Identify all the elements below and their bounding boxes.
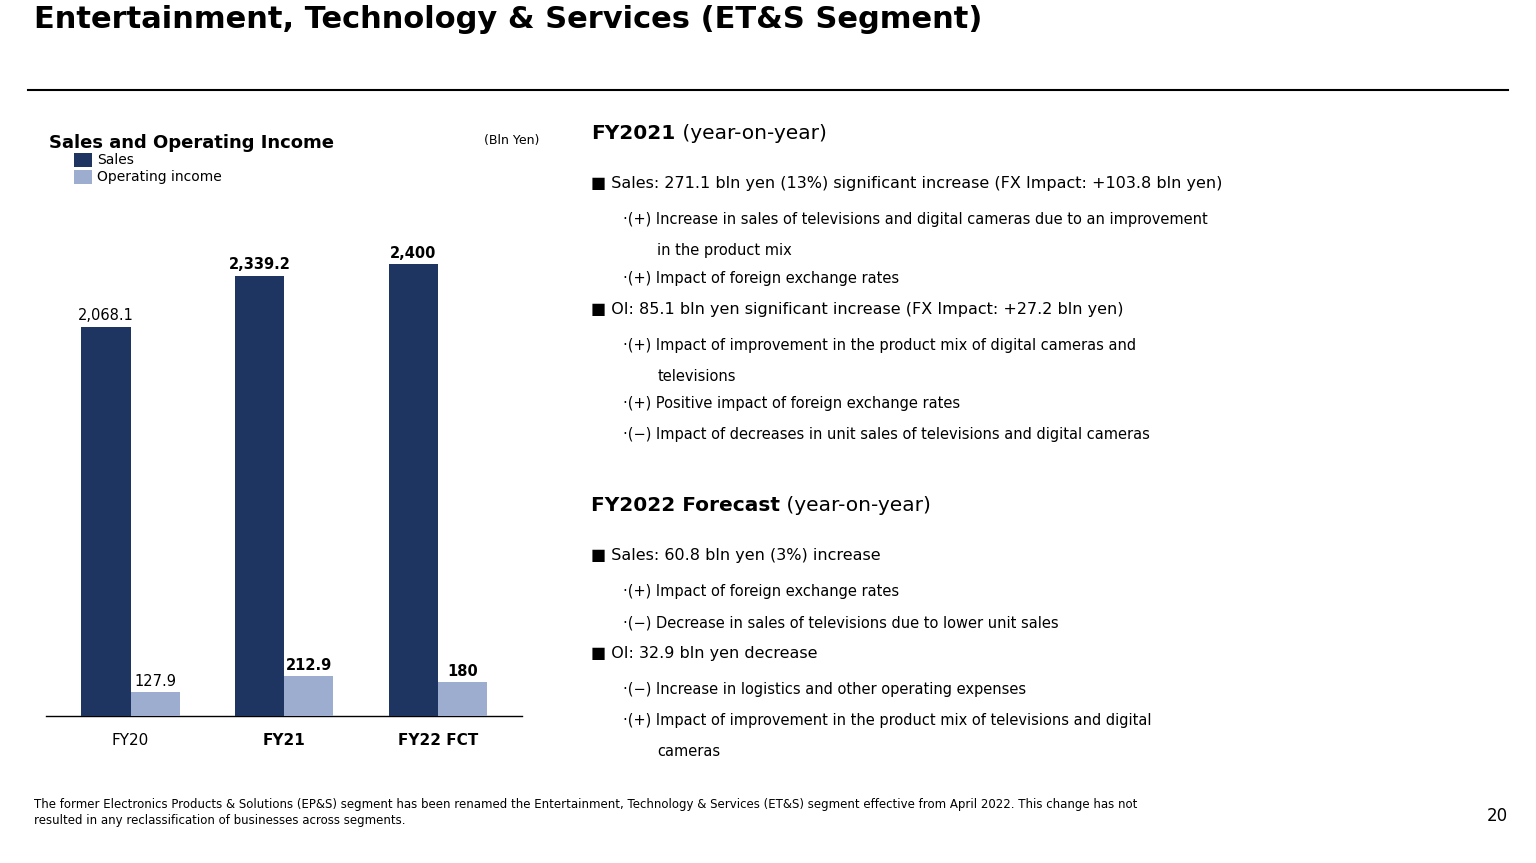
Text: resulted in any reclassification of businesses across segments.: resulted in any reclassification of busi…	[34, 814, 406, 827]
Text: Sales and Operating Income: Sales and Operating Income	[49, 134, 335, 152]
Text: FY22 FCT: FY22 FCT	[398, 734, 478, 748]
Text: 2,400: 2,400	[390, 246, 436, 261]
Text: (Bln Yen): (Bln Yen)	[484, 134, 539, 147]
Text: ·(+) Impact of foreign exchange rates: ·(+) Impact of foreign exchange rates	[624, 584, 900, 599]
Text: FY21: FY21	[263, 734, 306, 748]
Text: FY20: FY20	[112, 734, 149, 748]
Text: 20: 20	[1487, 807, 1508, 824]
Text: Sales: Sales	[97, 153, 134, 167]
Text: cameras: cameras	[657, 744, 720, 759]
Text: 180: 180	[447, 664, 478, 679]
Text: 212.9: 212.9	[286, 658, 332, 673]
Bar	[235, 276, 284, 716]
Text: 2,068.1: 2,068.1	[78, 308, 134, 324]
Text: ·(+) Impact of foreign exchange rates: ·(+) Impact of foreign exchange rates	[624, 271, 900, 286]
Bar	[284, 677, 333, 716]
Text: ·(+) Impact of improvement in the product mix of digital cameras and: ·(+) Impact of improvement in the produc…	[624, 337, 1137, 353]
Text: FY2022 Forecast: FY2022 Forecast	[591, 496, 780, 515]
Text: ·(+) Impact of improvement in the product mix of televisions and digital: ·(+) Impact of improvement in the produc…	[624, 713, 1152, 728]
Text: ·(−) Impact of decreases in unit sales of televisions and digital cameras: ·(−) Impact of decreases in unit sales o…	[624, 427, 1150, 443]
Text: Operating income: Operating income	[97, 170, 221, 184]
Text: ·(+) Positive impact of foreign exchange rates: ·(+) Positive impact of foreign exchange…	[624, 396, 960, 412]
Text: ■ Sales: 60.8 bln yen (3%) increase: ■ Sales: 60.8 bln yen (3%) increase	[591, 548, 882, 564]
Text: (year-on-year): (year-on-year)	[780, 496, 931, 515]
Text: 2,339.2: 2,339.2	[229, 257, 290, 273]
Bar	[131, 692, 180, 716]
Text: televisions: televisions	[657, 369, 736, 384]
Text: (year-on-year): (year-on-year)	[676, 124, 826, 143]
Text: ·(+) Increase in sales of televisions and digital cameras due to an improvement: ·(+) Increase in sales of televisions an…	[624, 212, 1209, 227]
Bar	[389, 264, 438, 716]
Bar	[81, 327, 131, 716]
Text: ·(−) Increase in logistics and other operating expenses: ·(−) Increase in logistics and other ope…	[624, 682, 1026, 697]
Text: ■ Sales: 271.1 bln yen (13%) significant increase (FX Impact: +103.8 bln yen): ■ Sales: 271.1 bln yen (13%) significant…	[591, 176, 1223, 191]
Text: ·(−) Decrease in sales of televisions due to lower unit sales: ·(−) Decrease in sales of televisions du…	[624, 615, 1058, 630]
Text: ■ OI: 85.1 bln yen significant increase (FX Impact: +27.2 bln yen): ■ OI: 85.1 bln yen significant increase …	[591, 302, 1124, 317]
Text: ■ OI: 32.9 bln yen decrease: ■ OI: 32.9 bln yen decrease	[591, 646, 817, 661]
Text: 127.9: 127.9	[134, 674, 177, 689]
Text: Entertainment, Technology & Services (ET&S Segment): Entertainment, Technology & Services (ET…	[34, 5, 982, 34]
Text: FY2021: FY2021	[591, 124, 676, 143]
Text: The former Electronics Products & Solutions (EP&S) segment has been renamed the : The former Electronics Products & Soluti…	[34, 798, 1137, 811]
Bar	[438, 683, 487, 716]
Text: in the product mix: in the product mix	[657, 243, 793, 258]
